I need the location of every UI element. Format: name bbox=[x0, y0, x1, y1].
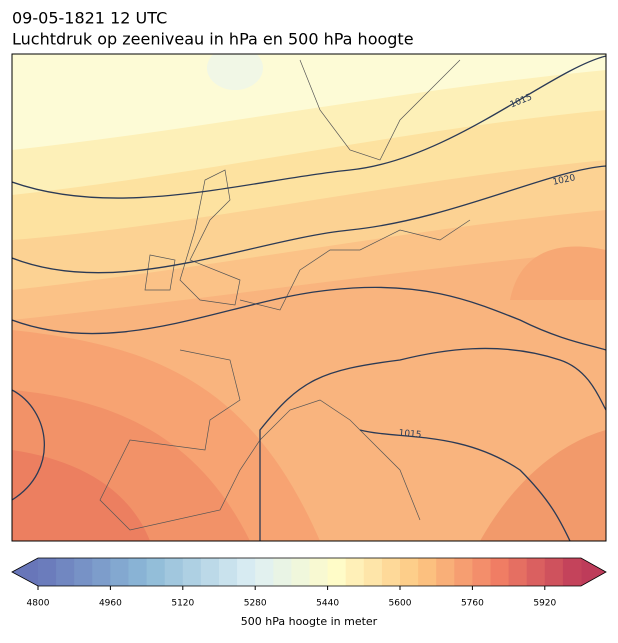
isobar-label: 1015 bbox=[398, 429, 422, 441]
colorbar-tick-label: 5920 bbox=[533, 599, 556, 609]
colorbar-bin bbox=[472, 558, 491, 586]
colorbar-tick-label: 5440 bbox=[316, 599, 339, 609]
colorbar-bin bbox=[273, 558, 292, 586]
colorbar-bin bbox=[327, 558, 347, 586]
colorbar-bin bbox=[237, 558, 256, 586]
isobar-label: 1020 bbox=[552, 173, 577, 188]
colorbar-bin bbox=[345, 558, 365, 586]
colorbar-bin bbox=[363, 558, 383, 586]
colorbar-bin bbox=[92, 558, 111, 586]
map: 1015 1020 1015 bbox=[12, 54, 606, 541]
colorbar-tick-label: 5120 bbox=[171, 599, 194, 609]
colorbar-bin bbox=[182, 558, 202, 586]
colorbar-tick-label: 5280 bbox=[244, 599, 267, 609]
colorbar-bin bbox=[110, 558, 129, 586]
colorbar-tick-label: 5760 bbox=[461, 599, 484, 609]
colorbar-extend-high bbox=[581, 558, 606, 586]
colorbar-bin bbox=[146, 558, 166, 586]
colorbar-bin bbox=[291, 558, 310, 586]
colorbar-tick-label: 5600 bbox=[389, 599, 412, 609]
map-frame bbox=[11, 53, 607, 542]
colorbar-tick-label: 4800 bbox=[27, 599, 50, 609]
colorbar-bin bbox=[418, 558, 437, 586]
colorbar-extend-low bbox=[12, 558, 38, 586]
colorbar-bin bbox=[200, 558, 220, 586]
title-line1: 09-05-1821 12 UTC bbox=[12, 9, 167, 28]
colorbar-bin bbox=[38, 558, 57, 586]
colorbar-label: 500 hPa hoogte in meter bbox=[241, 615, 378, 628]
colorbar-bin bbox=[508, 558, 528, 586]
colorbar-tick-label: 4960 bbox=[99, 599, 122, 609]
title-line2: Luchtdruk op zeeniveau in hPa en 500 hPa… bbox=[12, 30, 414, 49]
colorbar-bin bbox=[255, 558, 274, 586]
colorbar-bin bbox=[164, 558, 184, 586]
colorbar-bin bbox=[381, 558, 401, 586]
colorbar-bin bbox=[562, 558, 582, 586]
colorbar-bin bbox=[454, 558, 473, 586]
colorbar-bin bbox=[436, 558, 455, 586]
colorbar-bin bbox=[544, 558, 564, 586]
colorbar-bin bbox=[219, 558, 238, 586]
colorbar-bin bbox=[128, 558, 148, 586]
colorbar-bin bbox=[490, 558, 510, 586]
colorbar-bin bbox=[56, 558, 75, 586]
colorbar-bin bbox=[400, 558, 419, 586]
colorbar-bin bbox=[526, 558, 546, 586]
colorbar: 4800 4960 5120 5280 5440 5600 5760 5920 bbox=[11, 557, 607, 609]
colorbar-bin bbox=[74, 558, 93, 586]
colorbar-bin bbox=[309, 558, 329, 586]
